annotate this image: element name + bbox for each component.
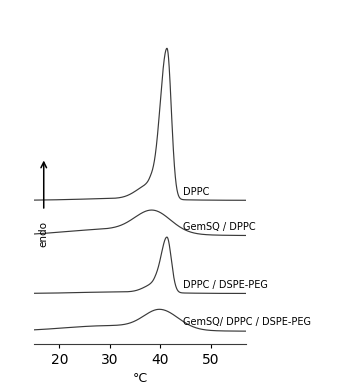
- Text: DPPC / DSPE-PEG: DPPC / DSPE-PEG: [183, 280, 268, 290]
- Text: GemSQ/ DPPC / DSPE-PEG: GemSQ/ DPPC / DSPE-PEG: [183, 317, 311, 327]
- Text: GemSQ / DPPC: GemSQ / DPPC: [183, 222, 256, 232]
- Text: endo: endo: [39, 221, 49, 247]
- Text: DPPC: DPPC: [183, 186, 210, 196]
- X-axis label: °C: °C: [133, 372, 148, 382]
